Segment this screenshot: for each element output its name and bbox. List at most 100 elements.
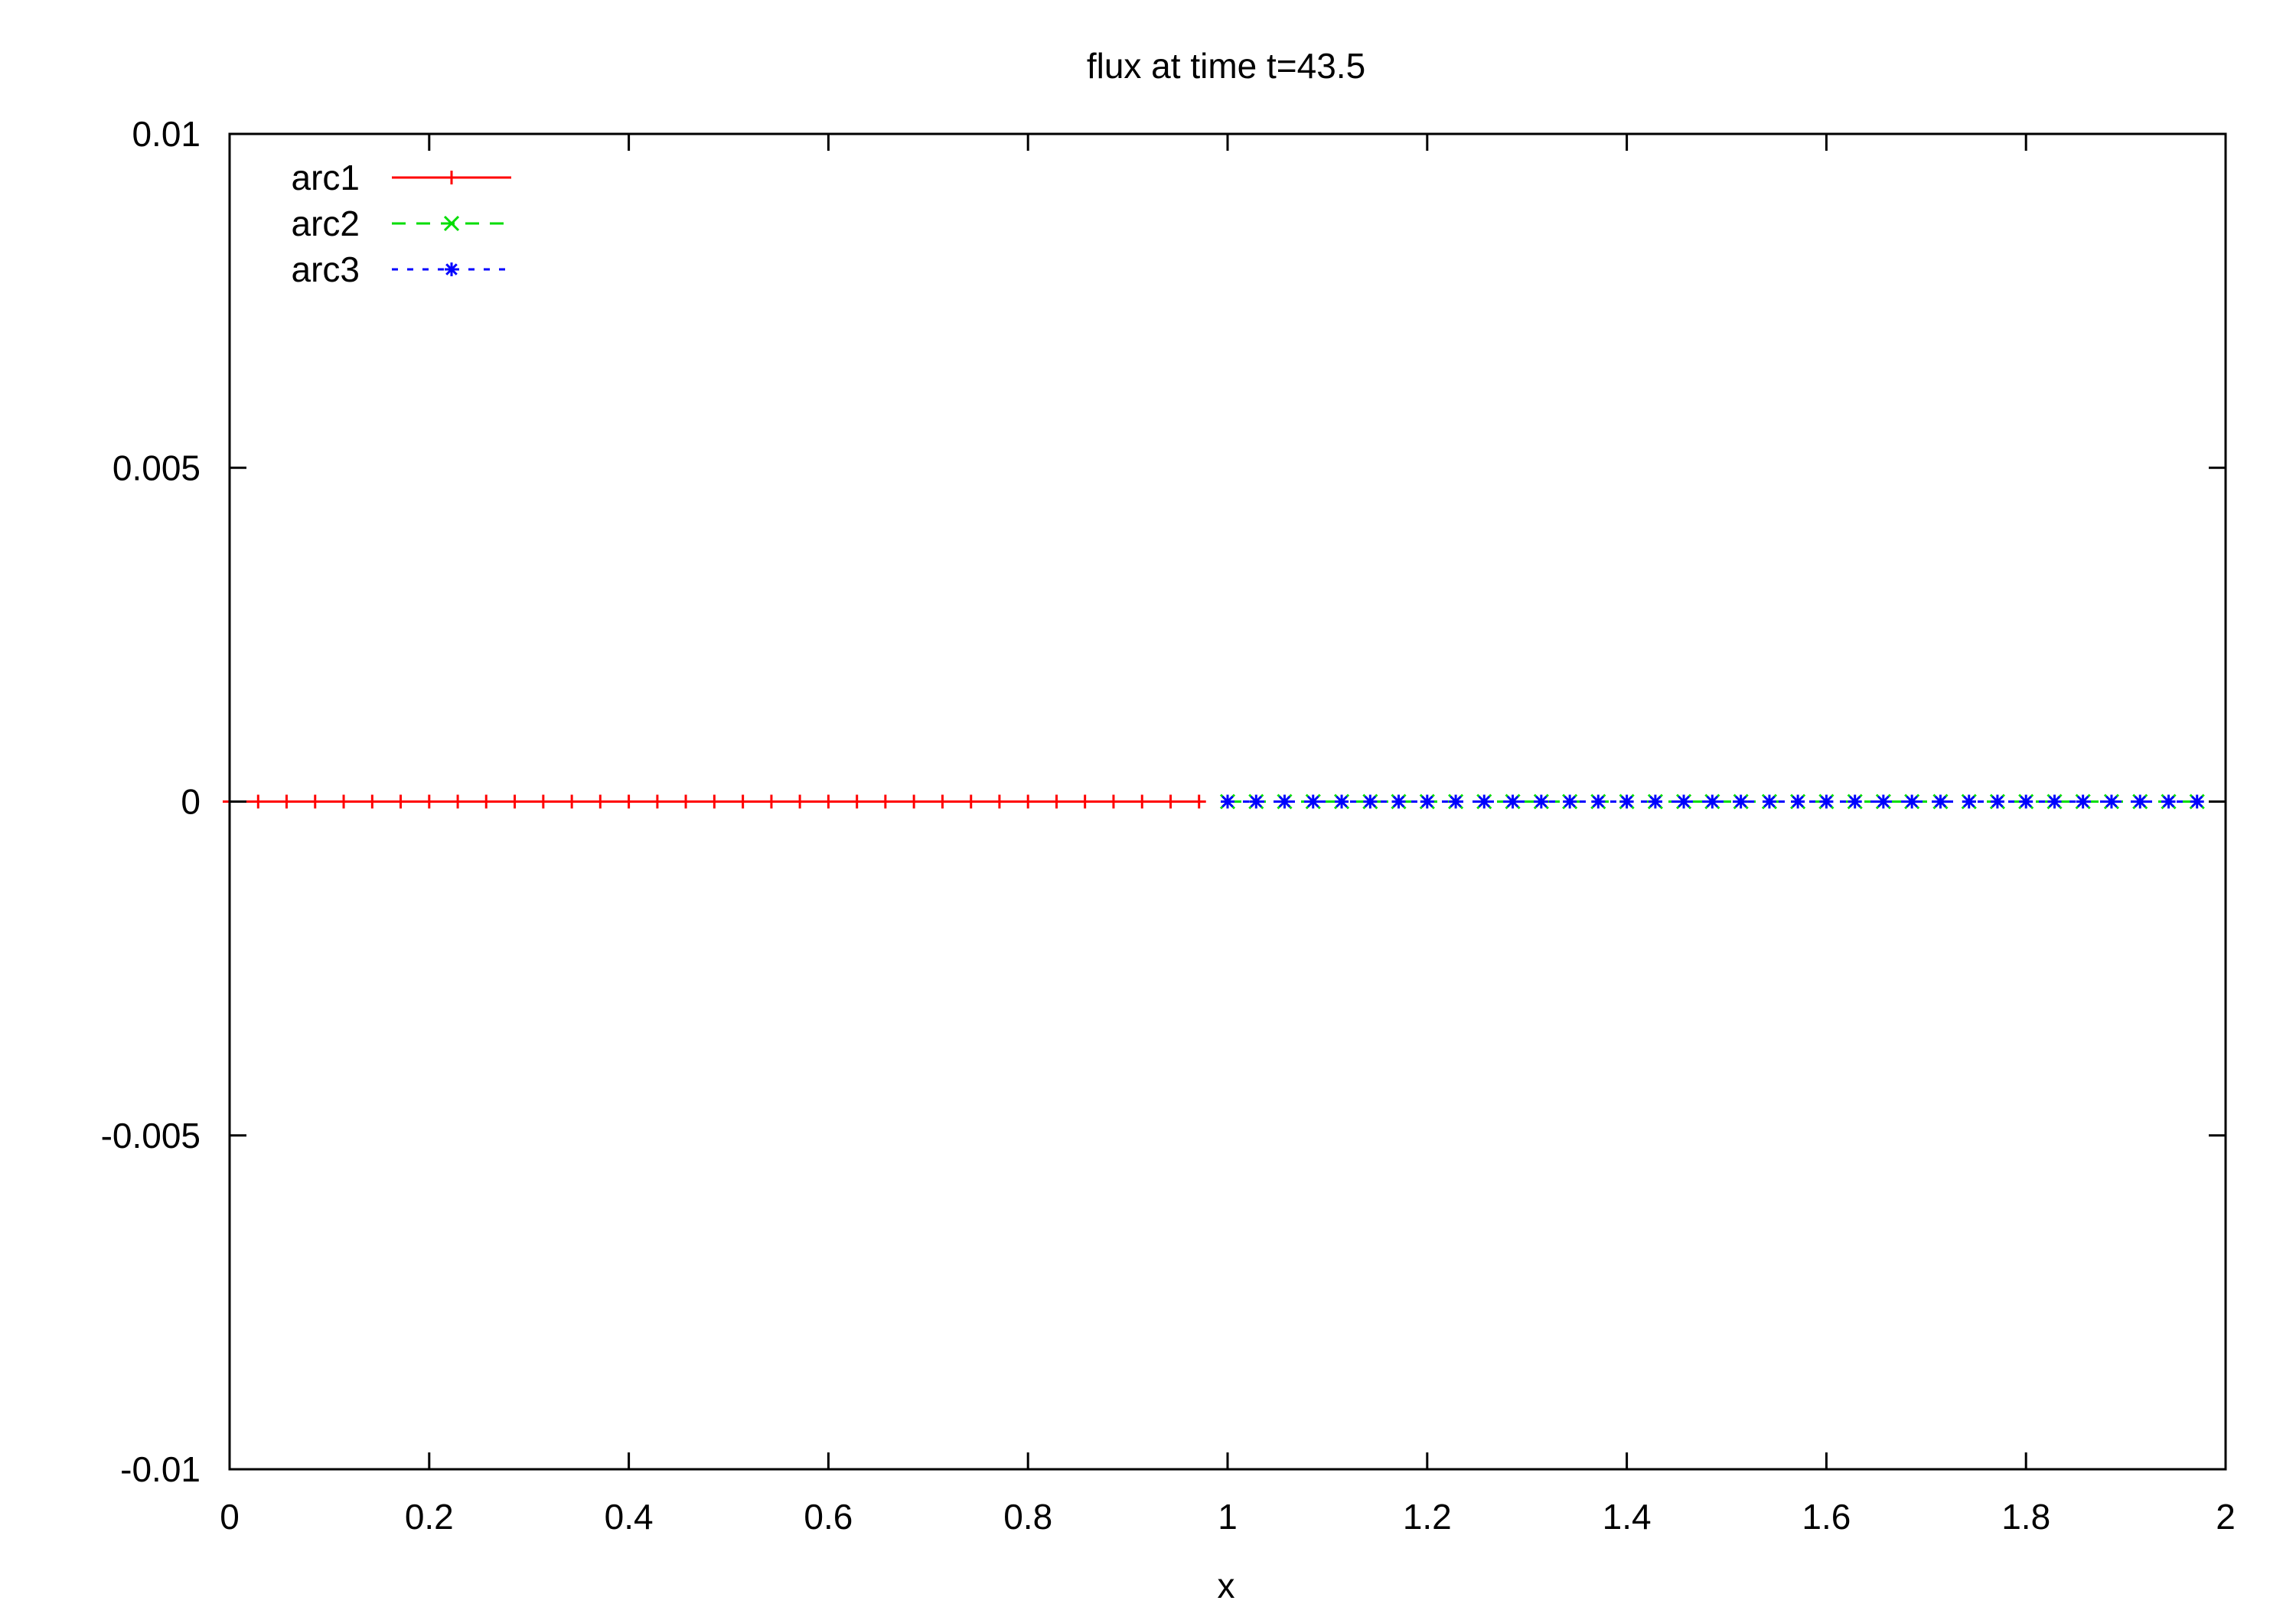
marker-stroke — [1564, 795, 1576, 808]
data-point-arc3 — [1391, 794, 1406, 809]
legend-item-arc3: arc3 — [292, 249, 511, 289]
data-point-arc1 — [907, 794, 921, 809]
marker-stroke — [2020, 795, 2033, 808]
data-point-arc3 — [1705, 794, 1720, 809]
marker-stroke — [1250, 795, 1263, 808]
marker-stroke — [1962, 795, 1975, 808]
data-point-arc1 — [365, 794, 380, 809]
data-point-arc1 — [1192, 794, 1206, 809]
data-point-arc3 — [1563, 794, 1577, 809]
data-point-arc3 — [1477, 794, 1492, 809]
data-point-arc1 — [964, 794, 978, 809]
data-point-arc1 — [764, 794, 778, 809]
data-point-arc3 — [1335, 794, 1349, 809]
marker-stroke — [1734, 795, 1747, 808]
marker-stroke — [1792, 795, 1804, 808]
y-tick-label: 0.005 — [113, 448, 201, 487]
data-point-arc1 — [308, 794, 322, 809]
data-point-arc1 — [650, 794, 664, 809]
marker-stroke — [1478, 795, 1491, 808]
data-point-arc1 — [992, 794, 1006, 809]
data-point-arc1 — [1106, 794, 1120, 809]
data-point-arc1 — [935, 794, 950, 809]
data-point-arc1 — [1021, 794, 1035, 809]
data-point-arc3 — [2161, 794, 2176, 809]
marker-stroke — [1877, 795, 1890, 808]
x-tick-label: 0.2 — [405, 1497, 454, 1537]
marker-stroke — [2048, 795, 2061, 808]
data-point-arc3 — [1363, 794, 1378, 809]
data-point-arc3 — [1677, 794, 1691, 809]
data-point-arc3 — [1962, 794, 1976, 809]
marker-stroke — [1392, 795, 1405, 808]
series-arc3 — [1221, 794, 2204, 809]
legend-label: arc2 — [292, 204, 360, 243]
data-point-arc1 — [422, 794, 436, 809]
data-point-arc1 — [251, 794, 266, 809]
data-point-arc1 — [565, 794, 579, 809]
data-point-arc3 — [1221, 794, 1234, 809]
data-point-arc1 — [393, 794, 408, 809]
x-tick-label: 0.4 — [605, 1497, 654, 1537]
data-point-arc3 — [1848, 794, 1862, 809]
marker-stroke — [1934, 795, 1947, 808]
marker-stroke — [2134, 795, 2147, 808]
data-point-arc3 — [1819, 794, 1834, 809]
marker-stroke — [1820, 795, 1833, 808]
marker-stroke — [2162, 795, 2175, 808]
marker-stroke — [1336, 795, 1348, 808]
legend: arc1 arc2 arc3 — [292, 158, 511, 289]
data-point-arc3 — [1505, 794, 1520, 809]
data-point-arc3 — [1933, 794, 1948, 809]
marker-stroke — [443, 215, 460, 232]
marker-stroke — [1592, 795, 1605, 808]
data-point-arc3 — [1905, 794, 1919, 809]
data-point-arc3 — [1420, 794, 1434, 809]
marker-stroke — [1620, 795, 1633, 808]
legend-marker — [445, 171, 458, 184]
data-point-arc1 — [1078, 794, 1092, 809]
data-point-arc3 — [1306, 794, 1320, 809]
legend-label: arc3 — [292, 249, 360, 289]
marker-stroke — [1535, 795, 1548, 808]
plot-frame — [228, 132, 2227, 1471]
marker-stroke — [1420, 795, 1433, 808]
legend-item-arc1: arc1 — [292, 158, 511, 197]
data-point-arc1 — [793, 794, 807, 809]
data-point-arc1 — [279, 794, 294, 809]
marker-stroke — [1450, 795, 1462, 808]
legend-marker — [443, 215, 460, 232]
legend-item-arc2: arc2 — [292, 204, 511, 243]
data-point-arc1 — [536, 794, 550, 809]
data-point-arc3 — [2047, 794, 2062, 809]
data-point-arc1 — [735, 794, 750, 809]
marker-stroke — [1906, 795, 1918, 808]
data-point-arc1 — [707, 794, 722, 809]
series-layer — [223, 794, 2205, 810]
marker-stroke — [1306, 795, 1319, 808]
data-point-arc3 — [1733, 794, 1748, 809]
data-point-arc3 — [2190, 794, 2204, 809]
x-tick-label: 1.6 — [1802, 1497, 1851, 1537]
data-point-arc3 — [1619, 794, 1634, 809]
data-point-arc3 — [1876, 794, 1890, 809]
marker-stroke — [2076, 795, 2089, 808]
data-point-arc3 — [2019, 794, 2033, 809]
chart-title: flux at time t=43.5 — [1087, 46, 1365, 86]
marker-stroke — [1678, 795, 1690, 808]
x-tick-label: 0.6 — [804, 1497, 853, 1537]
data-point-arc1 — [507, 794, 522, 809]
data-point-arc1 — [850, 794, 864, 809]
marker-stroke — [1706, 795, 1719, 808]
data-point-arc3 — [1277, 794, 1292, 809]
marker-stroke — [1763, 795, 1776, 808]
data-point-arc3 — [1534, 794, 1548, 809]
data-point-arc1 — [337, 794, 351, 809]
x-axis-label: x — [1218, 1566, 1235, 1605]
y-tick-label: 0.01 — [132, 114, 201, 154]
data-point-arc3 — [1791, 794, 1805, 809]
data-point-arc1 — [1163, 794, 1178, 809]
data-point-arc1 — [878, 794, 892, 809]
y-tick-label: -0.01 — [120, 1449, 201, 1489]
